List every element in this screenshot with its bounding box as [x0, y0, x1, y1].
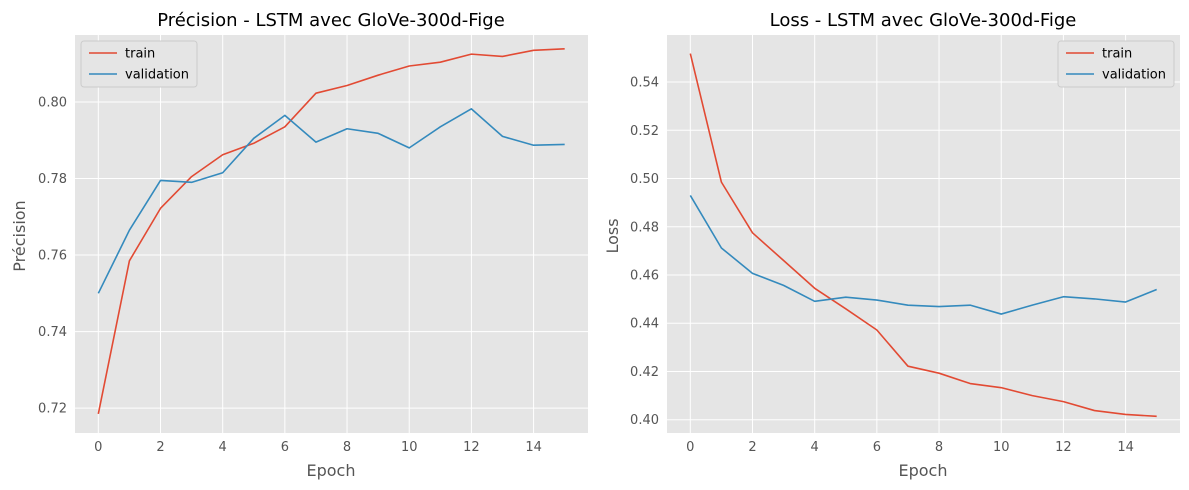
- loss-x-tick-label: 0: [686, 440, 694, 455]
- loss-y-tick-label: 0.42: [630, 365, 659, 380]
- accuracy-y-tick-label: 0.72: [38, 402, 67, 417]
- loss-x-tick-label: 14: [1117, 440, 1134, 455]
- loss-legend-label-train: train: [1102, 47, 1132, 62]
- loss-x-tick-label: 8: [935, 440, 943, 455]
- accuracy-x-tick-label: 6: [281, 440, 289, 455]
- loss-x-tick-label: 10: [993, 440, 1010, 455]
- loss-plot-area: [667, 35, 1180, 433]
- loss-legend-label-validation: validation: [1102, 68, 1166, 83]
- loss-x-tick-label: 12: [1055, 440, 1072, 455]
- loss-y-tick-label: 0.50: [630, 172, 659, 187]
- accuracy-series-train-line: [97, 47, 565, 415]
- accuracy-grid: [75, 35, 588, 433]
- accuracy-chart: Précision - LSTM avec GloVe-300d-Fige Ep…: [10, 10, 588, 480]
- accuracy-x-tick-label: 2: [156, 440, 164, 455]
- accuracy-y-tick-label: 0.74: [38, 325, 67, 340]
- loss-y-tick-label: 0.48: [630, 220, 659, 235]
- loss-x-tick-label: 2: [748, 440, 756, 455]
- loss-y-tick-label: 0.44: [630, 317, 659, 332]
- accuracy-x-tick-label: 8: [343, 440, 351, 455]
- accuracy-legend: train validation: [80, 40, 198, 88]
- loss-y-tick-label: 0.54: [630, 76, 659, 91]
- accuracy-series-validation-line: [97, 108, 565, 294]
- loss-grid: [667, 35, 1180, 433]
- loss-x-tick-label: 4: [811, 440, 819, 455]
- accuracy-plot-area: [75, 35, 588, 433]
- accuracy-chart-title: Précision - LSTM avec GloVe-300d-Fige: [157, 10, 505, 31]
- accuracy-chart-ylabel: Précision: [10, 200, 29, 271]
- loss-chart: Loss - LSTM avec GloVe-300d-Fige Epoch L…: [603, 10, 1180, 480]
- loss-y-tick-label: 0.40: [630, 413, 659, 428]
- accuracy-x-tick-label: 10: [401, 440, 418, 455]
- loss-y-tick-label: 0.52: [630, 124, 659, 139]
- loss-x-tick-label: 6: [873, 440, 881, 455]
- accuracy-x-tick-label: 12: [463, 440, 480, 455]
- loss-series-train-line: [689, 53, 1157, 418]
- accuracy-y-tick-label: 0.78: [38, 172, 67, 187]
- accuracy-chart-xlabel: Epoch: [307, 461, 356, 480]
- loss-series-validation-line: [689, 195, 1157, 315]
- accuracy-y-tick-label: 0.80: [38, 95, 67, 110]
- loss-y-tick-label: 0.46: [630, 269, 659, 284]
- accuracy-x-tick-label: 4: [219, 440, 227, 455]
- loss-legend: train validation: [1057, 40, 1175, 88]
- accuracy-x-tick-label: 14: [525, 440, 542, 455]
- loss-chart-xlabel: Epoch: [899, 461, 948, 480]
- accuracy-legend-label-validation: validation: [125, 68, 189, 83]
- accuracy-y-tick-label: 0.76: [38, 249, 67, 264]
- loss-chart-title: Loss - LSTM avec GloVe-300d-Fige: [770, 10, 1077, 31]
- loss-chart-ylabel: Loss: [603, 218, 622, 253]
- accuracy-legend-label-train: train: [125, 47, 155, 62]
- accuracy-x-tick-label: 0: [94, 440, 102, 455]
